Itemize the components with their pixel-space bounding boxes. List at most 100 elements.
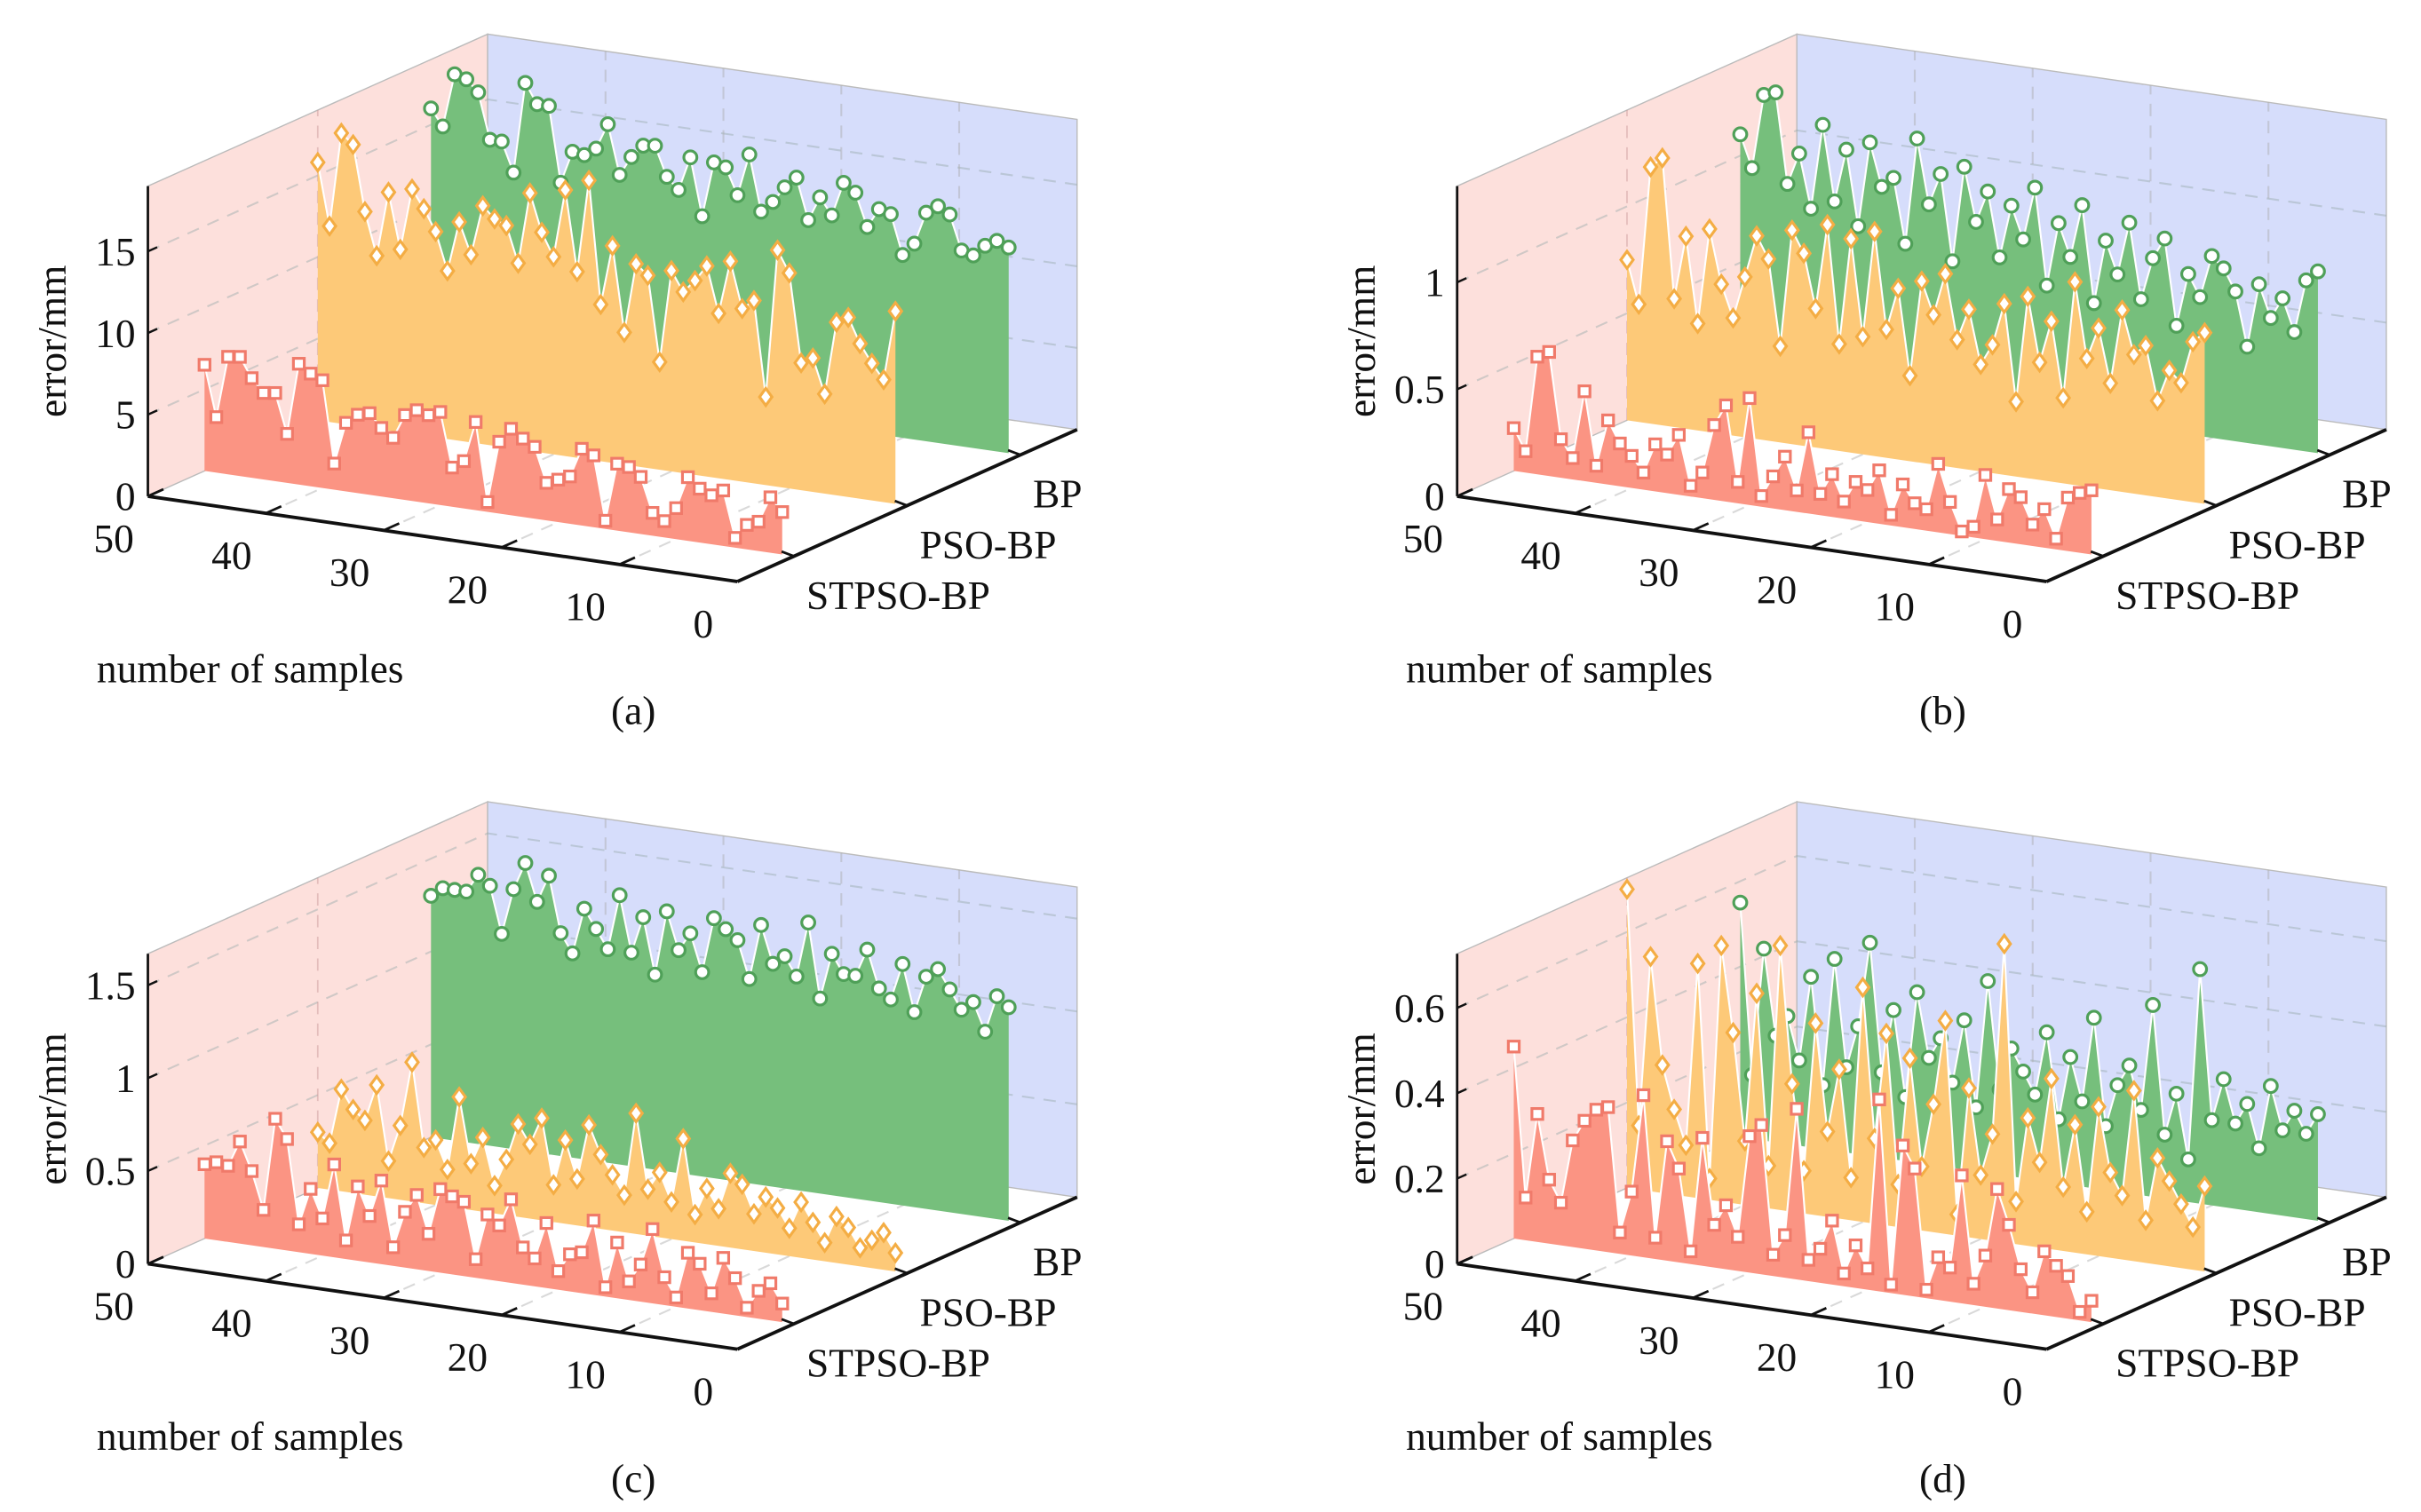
x-tick-label: 40 bbox=[1520, 534, 1560, 578]
data-point-square bbox=[304, 1182, 318, 1196]
data-point-diamond bbox=[1843, 1167, 1860, 1189]
x-tick-mark bbox=[618, 1324, 636, 1334]
data-point-circle bbox=[2298, 272, 2314, 289]
data-point-circle bbox=[765, 194, 782, 210]
data-point-circle bbox=[1956, 1012, 1973, 1029]
data-point-circle bbox=[1897, 235, 1914, 252]
data-point-circle bbox=[2121, 1057, 2138, 1074]
data-point-circle bbox=[2109, 266, 2126, 283]
data-point-diamond bbox=[392, 238, 409, 261]
data-point-diamond bbox=[2102, 1161, 2119, 1183]
x-tick-label: 50 bbox=[1403, 1284, 1443, 1328]
data-point-square bbox=[1542, 1173, 1556, 1187]
data-point-circle bbox=[2085, 295, 2102, 312]
data-point-square bbox=[716, 483, 731, 498]
data-point-square bbox=[528, 439, 542, 454]
data-point-circle bbox=[1920, 196, 1937, 213]
data-point-circle bbox=[1803, 201, 1820, 217]
data-point-square bbox=[221, 1159, 235, 1173]
data-point-square bbox=[2060, 490, 2076, 505]
data-point-circle bbox=[623, 945, 639, 961]
category-label: BP bbox=[2342, 1239, 2392, 1284]
y-tick-mark bbox=[2316, 448, 2330, 456]
x-tick-label: 10 bbox=[565, 1352, 605, 1397]
x-tick-label: 10 bbox=[1875, 1352, 1915, 1397]
data-point-circle bbox=[2038, 277, 2055, 294]
data-point-diamond bbox=[722, 249, 739, 273]
data-point-diamond bbox=[333, 122, 350, 145]
data-point-diamond bbox=[675, 281, 692, 304]
z-axis-label: error/mm bbox=[30, 265, 75, 417]
data-point-diamond bbox=[816, 383, 833, 406]
data-point-square bbox=[1506, 1040, 1521, 1054]
data-point-square bbox=[704, 1286, 718, 1301]
data-point-diamond bbox=[404, 1051, 420, 1073]
data-point-square bbox=[1837, 495, 1851, 509]
data-point-diamond bbox=[1689, 952, 1706, 975]
data-point-diamond bbox=[2114, 1184, 2131, 1207]
data-point-circle bbox=[682, 149, 699, 166]
data-point-square bbox=[1895, 1138, 1910, 1152]
data-point-diamond bbox=[1725, 1021, 1742, 1044]
data-point-diamond bbox=[1925, 304, 1942, 326]
data-point-square bbox=[1731, 475, 1745, 489]
data-point-square bbox=[551, 1264, 566, 1278]
data-point-square bbox=[1861, 1261, 1875, 1276]
data-point-diamond bbox=[1713, 934, 1730, 957]
data-point-square bbox=[1636, 1088, 1651, 1103]
x-tick-label: 30 bbox=[329, 550, 369, 595]
z-tick-mark bbox=[147, 409, 158, 416]
data-point-square bbox=[1778, 1228, 1792, 1242]
data-point-diamond bbox=[404, 178, 420, 201]
data-point-circle bbox=[2250, 1140, 2267, 1157]
data-point-circle bbox=[1000, 999, 1017, 1016]
data-point-diamond bbox=[2185, 330, 2202, 353]
data-point-circle bbox=[741, 970, 758, 987]
data-point-circle bbox=[859, 218, 876, 235]
data-point-circle bbox=[2156, 230, 2173, 247]
data-point-circle bbox=[1803, 969, 1820, 986]
data-point-circle bbox=[2074, 1093, 2091, 1110]
data-point-diamond bbox=[1642, 946, 1659, 968]
data-point-diamond bbox=[651, 351, 668, 373]
data-point-diamond bbox=[805, 346, 822, 369]
data-point-diamond bbox=[1807, 1012, 1824, 1034]
data-point-circle bbox=[458, 71, 475, 88]
x-tick-label: 0 bbox=[2003, 1369, 2023, 1413]
data-point-diamond bbox=[2043, 310, 2060, 333]
data-point-diamond bbox=[2125, 344, 2142, 366]
data-point-circle bbox=[2298, 1126, 2314, 1142]
data-point-diamond bbox=[2172, 371, 2189, 394]
data-point-circle bbox=[505, 164, 522, 181]
data-point-circle bbox=[2203, 1112, 2220, 1128]
data-point-circle bbox=[906, 1004, 923, 1020]
area-ribbon bbox=[204, 356, 782, 555]
data-point-diamond bbox=[439, 259, 456, 282]
data-point-square bbox=[1990, 1182, 2004, 1196]
z-tick-label: 0.5 bbox=[85, 1150, 136, 1194]
data-point-diamond bbox=[1878, 1022, 1894, 1045]
data-point-square bbox=[1942, 1260, 1957, 1275]
data-point-diamond bbox=[568, 1168, 585, 1191]
data-point-square bbox=[2084, 1294, 2099, 1308]
category-label: BP bbox=[1033, 1239, 1083, 1284]
data-point-square bbox=[291, 357, 306, 371]
data-point-square bbox=[1636, 465, 1651, 479]
data-point-square bbox=[1766, 1247, 1781, 1262]
data-point-diamond bbox=[427, 220, 444, 243]
x-tick-mark bbox=[1574, 505, 1592, 515]
data-point-diamond bbox=[616, 321, 632, 344]
data-point-square bbox=[480, 1207, 495, 1222]
data-point-square bbox=[1908, 496, 1922, 511]
data-point-square bbox=[1825, 467, 1839, 481]
data-point-diamond bbox=[1854, 325, 1871, 348]
data-point-diamond bbox=[2055, 1176, 2072, 1199]
data-point-square bbox=[1801, 1253, 1816, 1267]
data-point-circle bbox=[953, 1001, 970, 1018]
data-point-diamond bbox=[510, 252, 527, 274]
data-point-circle bbox=[1779, 176, 1796, 193]
data-point-circle bbox=[588, 140, 605, 157]
z-tick-label: 0 bbox=[115, 1242, 136, 1286]
data-point-diamond bbox=[1937, 1009, 1954, 1032]
data-point-diamond bbox=[1996, 292, 2012, 315]
